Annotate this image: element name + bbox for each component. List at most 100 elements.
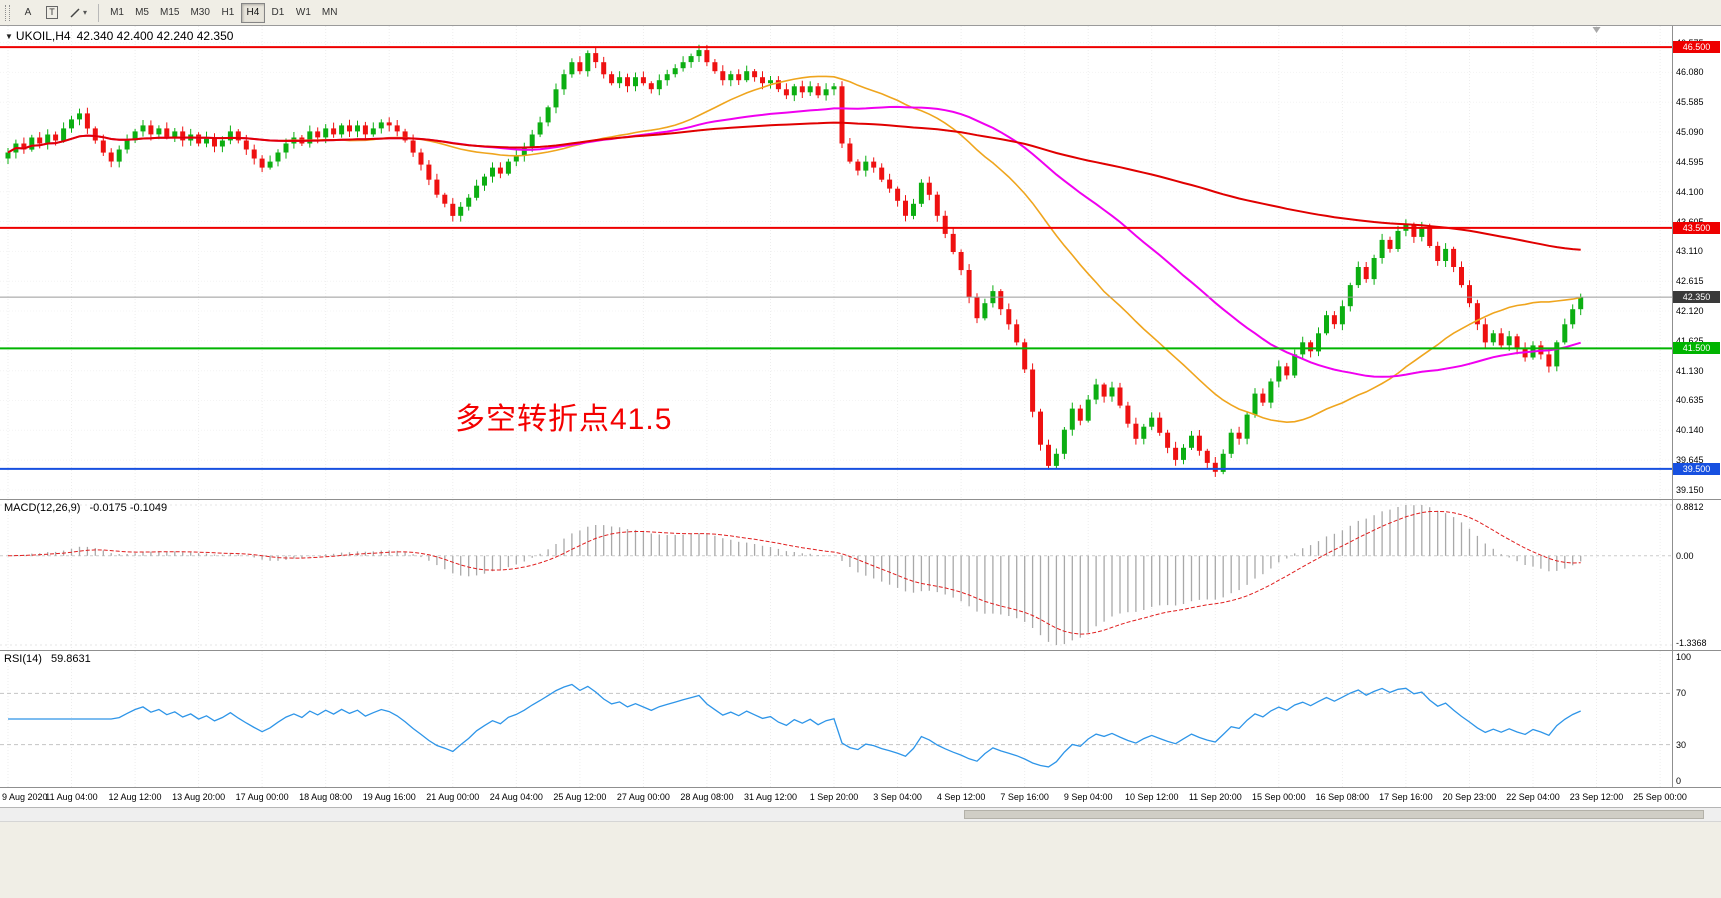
- price-tick: 45.090: [1676, 127, 1704, 138]
- price-tick: 40.140: [1676, 425, 1704, 436]
- chart-text-annotation[interactable]: 多空转折点41.5: [455, 403, 673, 436]
- time-axis-label: 25 Sep 00:00: [1633, 792, 1687, 802]
- candlestick-chart[interactable]: [0, 26, 1672, 499]
- horizontal-scrollbar[interactable]: [0, 808, 1721, 822]
- time-axis-label: 22 Sep 04:00: [1506, 792, 1560, 802]
- text-tool-label: T: [46, 6, 58, 19]
- price-tick: 41.625: [1676, 335, 1704, 346]
- time-axis-label: 17 Aug 00:00: [235, 792, 289, 802]
- time-axis-label: 17 Sep 16:00: [1379, 792, 1433, 802]
- time-axis-label: 9 Sep 04:00: [1063, 792, 1113, 802]
- macd-min-label: -1.3368: [1676, 638, 1707, 648]
- price-tick: 44.595: [1676, 156, 1704, 167]
- toolbar: A T ▾ M1 M5 M15 M30 H1 H4 D1 W1 MN: [0, 0, 1721, 26]
- chart-collapse-icon[interactable]: ▼: [5, 32, 13, 41]
- time-axis-label: 13 Aug 20:00: [172, 792, 226, 802]
- time-axis-label: 10 Sep 12:00: [1124, 792, 1179, 802]
- rsi-panel: RSI(14) 59.8631 100 70 30 0: [0, 651, 1721, 788]
- main-chart-panel: ▼ UKOIL,H4 42.340 42.400 42.240 42.350 多空转…: [0, 26, 1721, 500]
- macd-label: MACD(12,26,9): [4, 502, 81, 514]
- time-axis-label: 18 Aug 08:00: [299, 792, 353, 802]
- time-axis-label: 1 Sep 20:00: [809, 792, 859, 802]
- price-tick: 45.585: [1676, 97, 1704, 108]
- rsi-plot[interactable]: RSI(14) 59.8631: [0, 651, 1672, 787]
- macd-title: MACD(12,26,9) -0.0175 -0.1049: [4, 502, 167, 514]
- time-axis-label: 23 Sep 12:00: [1569, 792, 1624, 802]
- timeframe-button-m30[interactable]: M30: [185, 3, 214, 23]
- price-tick: 42.120: [1676, 306, 1704, 316]
- rsi-70-label: 70: [1676, 688, 1687, 699]
- timeframe-button-m5[interactable]: M5: [130, 3, 154, 23]
- ohlc-values: 42.340 42.400 42.240 42.350: [76, 29, 234, 43]
- pencil-icon: [70, 7, 80, 18]
- chart-title: ▼ UKOIL,H4 42.340 42.400 42.240 42.350: [5, 29, 233, 43]
- main-plot[interactable]: ▼ UKOIL,H4 42.340 42.400 42.240 42.350 多空转…: [0, 26, 1672, 499]
- macd-plot[interactable]: MACD(12,26,9) -0.0175 -0.1049: [0, 500, 1672, 650]
- time-axis-label: 3 Sep 04:00: [873, 792, 922, 802]
- time-axis-label: 15 Sep 00:00: [1252, 792, 1306, 802]
- price-tick: 39.150: [1676, 484, 1704, 495]
- timeframe-button-h4[interactable]: H4: [240, 2, 265, 23]
- current-price-label: 42.350: [1673, 291, 1720, 304]
- timeframe-button-d1[interactable]: D1: [266, 3, 290, 23]
- time-axis-label: 4 Sep 12:00: [936, 792, 986, 802]
- timeframe-group: M1 M5 M15 M30 H1 H4 D1 W1 MN: [105, 2, 343, 23]
- level-price-label: 39.500: [1673, 462, 1720, 475]
- timeframe-button-w1[interactable]: W1: [291, 3, 316, 23]
- price-tick: 43.110: [1676, 246, 1703, 257]
- time-axis-label: 19 Aug 16:00: [362, 792, 416, 802]
- macd-chart[interactable]: [0, 500, 1672, 650]
- price-tick: 42.615: [1676, 276, 1704, 287]
- time-axis-label: 12 Aug 12:00: [108, 792, 162, 802]
- rsi-100-label: 100: [1676, 652, 1692, 662]
- rsi-value: 59.8631: [50, 653, 91, 665]
- symbol-timeframe-label: UKOIL,H4: [15, 29, 71, 43]
- rsi-chart[interactable]: [0, 651, 1672, 787]
- time-axis-label: 9 Aug 2020: [2, 792, 48, 802]
- timeframe-button-m15[interactable]: M15: [155, 3, 184, 23]
- timeframe-button-h1[interactable]: H1: [216, 3, 240, 23]
- text-tool-button[interactable]: T: [40, 3, 64, 23]
- rsi-0-label: 0: [1676, 776, 1682, 786]
- rsi-label: RSI(14): [4, 653, 42, 665]
- time-axis-label: 16 Sep 08:00: [1315, 792, 1370, 802]
- time-axis-label: 28 Aug 08:00: [680, 792, 734, 802]
- macd-max-label: 0.8812: [1676, 502, 1704, 512]
- toolbar-separator: [98, 3, 100, 22]
- time-axis-label: 7 Sep 16:00: [1000, 792, 1049, 802]
- time-axis: 9 Aug 2020 11 Aug 04:00 12 Aug 12:00 13 Aug…: [0, 788, 1721, 808]
- rsi-title: RSI(14) 59.8631: [4, 653, 91, 665]
- price-tick: 46.080: [1676, 67, 1704, 78]
- toolbar-grip[interactable]: [5, 4, 10, 21]
- timeframe-button-m1[interactable]: M1: [105, 3, 129, 23]
- draw-tool-button[interactable]: ▾: [64, 3, 92, 23]
- price-tick: 43.605: [1676, 217, 1704, 227]
- macd-axis: 0.8812 0.00 -1.3368: [1672, 500, 1721, 650]
- scrollbar-thumb[interactable]: [963, 810, 1704, 819]
- price-tick: 41.130: [1676, 365, 1704, 376]
- price-axis: 46.57546.08045.58545.09044.59544.10043.6…: [1672, 26, 1721, 499]
- macd-panel: MACD(12,26,9) -0.0175 -0.1049 0.8812 0.00…: [0, 500, 1721, 651]
- time-axis-label: 21 Aug 00:00: [426, 792, 480, 802]
- macd-zero-label: 0.00: [1676, 550, 1694, 561]
- time-axis-label: 24 Aug 04:00: [489, 792, 543, 802]
- price-tick: 39.645: [1676, 455, 1704, 466]
- time-axis-label: 27 Aug 00:00: [616, 792, 670, 802]
- level-price-label: 43.500: [1673, 221, 1720, 234]
- time-axis-label: 31 Aug 12:00: [743, 792, 798, 802]
- timeframe-button-mn[interactable]: MN: [317, 3, 343, 23]
- macd-values: -0.0175 -0.1049: [89, 502, 168, 514]
- chevron-down-icon: ▾: [83, 8, 88, 17]
- time-axis-label: 20 Sep 23:00: [1442, 792, 1497, 802]
- price-tick: 40.635: [1676, 395, 1704, 406]
- arrow-tool-button[interactable]: A: [16, 3, 40, 23]
- time-axis-label: 11 Aug 04:00: [45, 792, 98, 802]
- rsi-axis: 100 70 30 0: [1672, 651, 1721, 787]
- level-price-label: 46.500: [1673, 41, 1720, 54]
- level-price-label: 41.500: [1673, 342, 1720, 355]
- time-axis-label: 11 Sep 20:00: [1188, 792, 1242, 802]
- price-tick: 44.100: [1676, 186, 1704, 197]
- rsi-30-label: 30: [1676, 739, 1687, 750]
- time-axis-label: 25 Aug 12:00: [553, 792, 607, 802]
